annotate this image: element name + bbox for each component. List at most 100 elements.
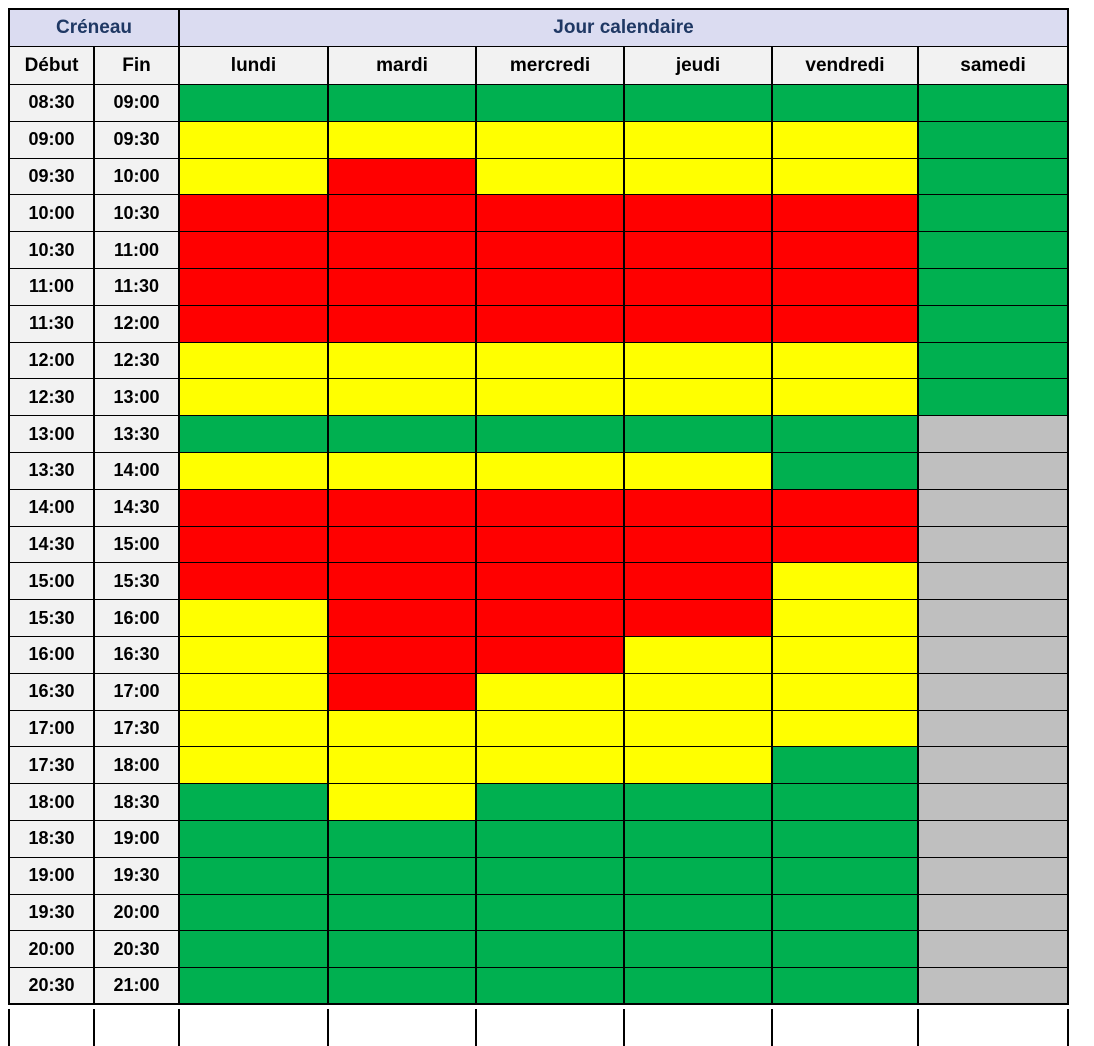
slot-cell[interactable] [917, 893, 1069, 932]
slot-cell[interactable] [917, 930, 1069, 969]
slot-cell[interactable] [917, 599, 1069, 637]
fin-cell[interactable]: 21:00 [93, 967, 180, 1005]
slot-cell[interactable] [475, 231, 625, 269]
slot-cell[interactable] [327, 746, 477, 785]
debut-cell[interactable]: 18:00 [8, 783, 95, 821]
slot-cell[interactable] [771, 856, 919, 895]
slot-cell[interactable] [178, 341, 329, 380]
fin-cell[interactable]: 19:30 [93, 856, 180, 895]
slot-cell[interactable] [917, 267, 1069, 306]
slot-cell[interactable] [327, 893, 477, 932]
debut-cell[interactable]: 09:00 [8, 120, 95, 159]
slot-cell[interactable] [327, 525, 477, 564]
slot-cell[interactable] [475, 451, 625, 490]
slot-cell[interactable] [771, 672, 919, 711]
fin-cell[interactable]: 12:30 [93, 341, 180, 380]
slot-cell[interactable] [623, 120, 773, 159]
slot-cell[interactable] [771, 562, 919, 601]
fin-cell[interactable]: 19:00 [93, 819, 180, 858]
slot-cell[interactable] [623, 488, 773, 527]
slot-cell[interactable] [771, 415, 919, 453]
slot-cell[interactable] [623, 930, 773, 969]
slot-cell[interactable] [771, 451, 919, 490]
debut-cell[interactable]: 19:00 [8, 856, 95, 895]
fin-cell[interactable]: 15:00 [93, 525, 180, 564]
slot-cell[interactable] [917, 84, 1069, 122]
slot-cell[interactable] [327, 672, 477, 711]
slot-cell[interactable] [178, 746, 329, 785]
slot-cell[interactable] [475, 194, 625, 233]
fin-cell[interactable]: 13:30 [93, 415, 180, 453]
slot-cell[interactable] [917, 304, 1069, 343]
slot-cell[interactable] [475, 746, 625, 785]
slot-cell[interactable] [327, 231, 477, 269]
slot-cell[interactable] [771, 599, 919, 637]
slot-cell[interactable] [917, 672, 1069, 711]
slot-cell[interactable] [475, 709, 625, 748]
slot-cell[interactable] [623, 672, 773, 711]
slot-cell[interactable] [475, 930, 625, 969]
slot-cell[interactable] [623, 231, 773, 269]
slot-cell[interactable] [917, 415, 1069, 453]
slot-cell[interactable] [178, 709, 329, 748]
slot-cell[interactable] [475, 157, 625, 196]
fin-cell[interactable]: 16:30 [93, 635, 180, 674]
slot-cell[interactable] [771, 231, 919, 269]
slot-cell[interactable] [475, 84, 625, 122]
slot-cell[interactable] [178, 194, 329, 233]
slot-cell[interactable] [475, 672, 625, 711]
slot-cell[interactable] [771, 488, 919, 527]
slot-cell[interactable] [327, 378, 477, 417]
slot-cell[interactable] [475, 783, 625, 821]
slot-cell[interactable] [917, 231, 1069, 269]
slot-cell[interactable] [623, 525, 773, 564]
fin-cell[interactable]: 11:30 [93, 267, 180, 306]
slot-cell[interactable] [327, 120, 477, 159]
slot-cell[interactable] [327, 562, 477, 601]
slot-cell[interactable] [917, 378, 1069, 417]
slot-cell[interactable] [475, 599, 625, 637]
fin-cell[interactable]: 15:30 [93, 562, 180, 601]
slot-cell[interactable] [178, 157, 329, 196]
slot-cell[interactable] [917, 488, 1069, 527]
slot-cell[interactable] [623, 893, 773, 932]
slot-cell[interactable] [917, 525, 1069, 564]
slot-cell[interactable] [771, 709, 919, 748]
fin-cell[interactable]: 09:00 [93, 84, 180, 122]
slot-cell[interactable] [327, 819, 477, 858]
slot-cell[interactable] [178, 304, 329, 343]
slot-cell[interactable] [917, 635, 1069, 674]
slot-cell[interactable] [475, 120, 625, 159]
slot-cell[interactable] [475, 488, 625, 527]
slot-cell[interactable] [917, 157, 1069, 196]
fin-cell[interactable]: 16:00 [93, 599, 180, 637]
debut-cell[interactable]: 19:30 [8, 893, 95, 932]
slot-cell[interactable] [178, 856, 329, 895]
slot-cell[interactable] [178, 893, 329, 932]
slot-cell[interactable] [771, 120, 919, 159]
slot-cell[interactable] [771, 378, 919, 417]
fin-cell[interactable]: 20:30 [93, 930, 180, 969]
slot-cell[interactable] [771, 893, 919, 932]
slot-cell[interactable] [771, 267, 919, 306]
debut-cell[interactable]: 13:30 [8, 451, 95, 490]
debut-cell[interactable]: 10:30 [8, 231, 95, 269]
debut-cell[interactable]: 18:30 [8, 819, 95, 858]
debut-cell[interactable]: 16:30 [8, 672, 95, 711]
fin-cell[interactable]: 10:00 [93, 157, 180, 196]
fin-cell[interactable]: 20:00 [93, 893, 180, 932]
debut-cell[interactable]: 09:30 [8, 157, 95, 196]
slot-cell[interactable] [178, 967, 329, 1005]
slot-cell[interactable] [178, 562, 329, 601]
slot-cell[interactable] [178, 672, 329, 711]
slot-cell[interactable] [623, 635, 773, 674]
slot-cell[interactable] [623, 967, 773, 1005]
slot-cell[interactable] [771, 746, 919, 785]
debut-cell[interactable]: 15:30 [8, 599, 95, 637]
slot-cell[interactable] [178, 84, 329, 122]
slot-cell[interactable] [917, 341, 1069, 380]
slot-cell[interactable] [623, 341, 773, 380]
slot-cell[interactable] [178, 451, 329, 490]
slot-cell[interactable] [623, 157, 773, 196]
debut-cell[interactable]: 08:30 [8, 84, 95, 122]
